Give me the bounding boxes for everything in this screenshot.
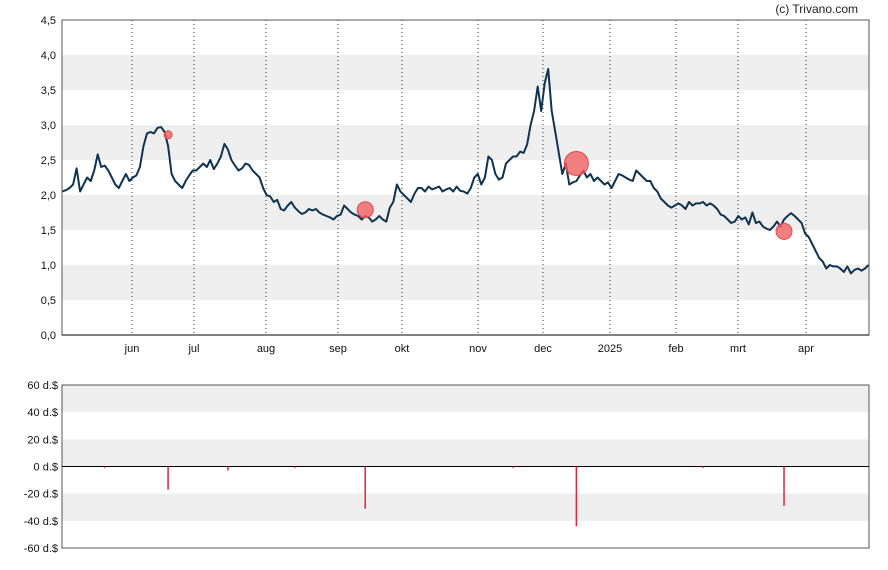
- y-tick-label: 0,5: [41, 295, 56, 307]
- y-tick-label: 1,5: [41, 225, 56, 237]
- y-tick-label: 3,0: [41, 120, 56, 132]
- x-tick-label: sep: [329, 343, 347, 355]
- grid-band: [62, 385, 869, 413]
- grid-band: [62, 439, 869, 467]
- grid-band: [62, 125, 869, 160]
- price-line: [62, 68, 870, 275]
- y-tick-label: 0 d.$: [34, 462, 58, 474]
- y-tick-label: 4,0: [41, 50, 56, 62]
- y-tick-label: 2,5: [41, 155, 56, 167]
- x-tick-label: jul: [187, 343, 199, 355]
- y-tick-label: 40 d.$: [27, 407, 58, 419]
- y-tick-label: 3,5: [41, 85, 56, 97]
- trade-marker: [775, 222, 793, 240]
- copyright-text: (c) Trivano.com: [775, 2, 858, 16]
- y-tick-label: 1,0: [41, 260, 56, 272]
- y-tick-label: -20 d.$: [24, 489, 58, 501]
- grid-band: [62, 493, 869, 521]
- grid-band: [62, 195, 869, 230]
- y-tick-label: 2,0: [41, 190, 56, 202]
- x-tick-label: nov: [469, 343, 487, 355]
- y-tick-label: -60 d.$: [24, 543, 58, 555]
- y-tick-label: 4,5: [41, 15, 56, 27]
- trade-marker: [163, 130, 173, 140]
- trade-marker: [563, 151, 589, 176]
- x-tick-label: apr: [798, 343, 814, 355]
- x-tick-label: 2025: [598, 343, 622, 355]
- trade-marker: [356, 201, 374, 219]
- y-tick-label: 60 d.$: [27, 380, 58, 392]
- y-tick-label: 0,0: [41, 330, 56, 342]
- x-tick-label: okt: [395, 343, 410, 355]
- x-tick-label: jun: [124, 343, 140, 355]
- y-tick-label: 20 d.$: [27, 434, 58, 446]
- x-tick-label: aug: [257, 343, 275, 355]
- x-tick-label: dec: [534, 343, 552, 355]
- y-tick-label: -40 d.$: [24, 516, 58, 528]
- grid-band: [62, 265, 869, 300]
- x-tick-label: feb: [668, 343, 683, 355]
- grid-band: [62, 55, 869, 90]
- x-tick-label: mrt: [730, 343, 746, 355]
